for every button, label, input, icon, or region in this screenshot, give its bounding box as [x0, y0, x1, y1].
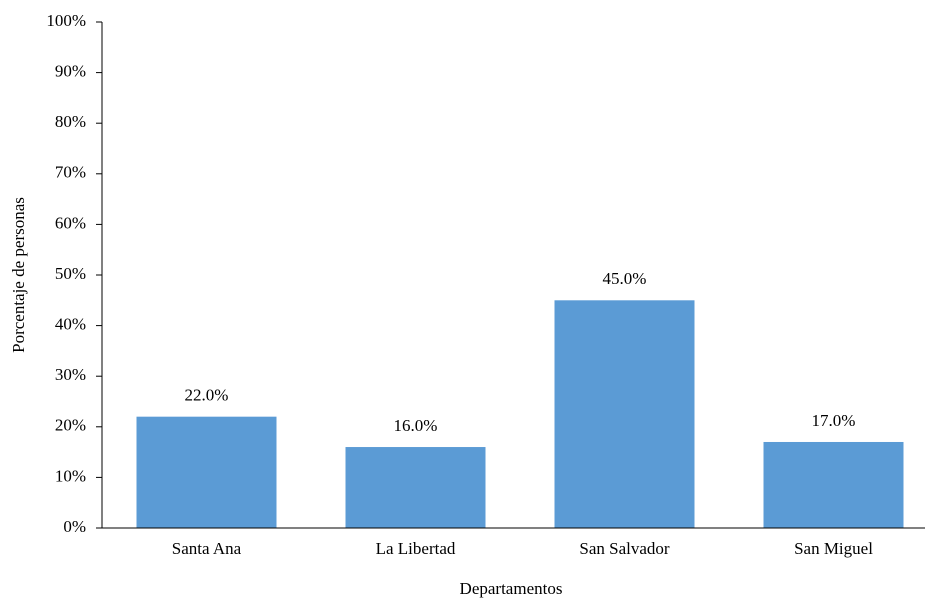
y-tick-label: 100% [46, 11, 86, 30]
bar [136, 416, 277, 528]
y-tick-label: 10% [55, 466, 86, 485]
y-axis-title: Porcentaje de personas [9, 197, 28, 353]
bar [554, 300, 695, 528]
y-tick-label: 60% [55, 213, 86, 232]
data-label: 17.0% [812, 411, 856, 430]
x-axis-title: Departamentos [460, 579, 563, 598]
y-tick-label: 0% [63, 517, 86, 536]
y-tick-label: 40% [55, 315, 86, 334]
y-tick-label: 20% [55, 416, 86, 435]
data-label: 22.0% [185, 386, 229, 405]
y-tick-label: 50% [55, 264, 86, 283]
bar [345, 447, 486, 528]
x-tick-label: San Salvador [579, 539, 670, 558]
y-tick-label: 90% [55, 62, 86, 81]
data-label: 45.0% [603, 269, 647, 288]
bar [763, 441, 904, 528]
y-tick-label: 30% [55, 365, 86, 384]
y-tick-label: 80% [55, 112, 86, 131]
x-tick-label: Santa Ana [172, 539, 242, 558]
y-tick-label: 70% [55, 163, 86, 182]
data-label: 16.0% [394, 416, 438, 435]
x-tick-label: San Miguel [794, 539, 873, 558]
x-tick-label: La Libertad [376, 539, 456, 558]
